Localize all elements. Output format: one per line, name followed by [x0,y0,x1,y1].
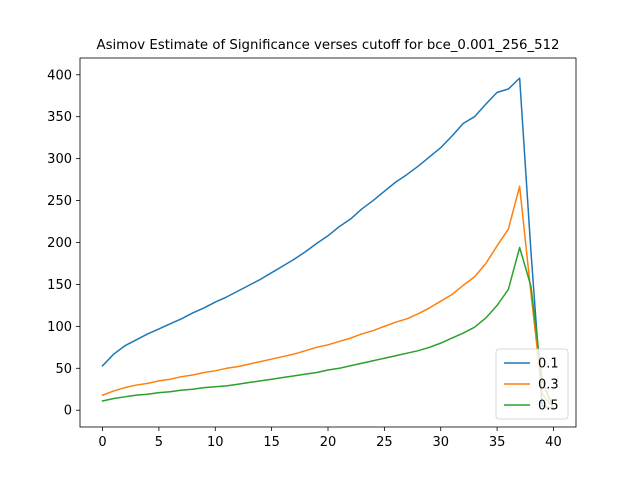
y-tick-label: 150 [47,278,72,293]
x-tick-label: 10 [207,435,224,450]
y-tick-label: 50 [55,362,72,377]
x-tick-label: 30 [432,435,449,450]
y-tick-label: 350 [47,110,72,125]
y-tick-label: 100 [47,320,72,335]
series-line-0.3 [101,185,555,410]
x-tick-label: 5 [155,435,163,450]
y-tick-label: 400 [47,68,72,83]
legend-box [495,348,569,420]
x-tick-label: 40 [545,435,562,450]
series-line-0.5 [101,246,555,410]
legend-label-0.5: 0.5 [538,399,559,414]
y-tick-label: 200 [47,236,72,251]
y-tick-label: 0 [64,404,72,419]
x-tick-label: 35 [489,435,506,450]
x-tick-label: 15 [263,435,280,450]
chart-title: Asimov Estimate of Significance verses c… [96,38,559,53]
y-tick-label: 250 [47,194,72,209]
legend-label-0.3: 0.3 [538,378,559,393]
x-tick-label: 0 [98,435,106,450]
legend: 0.1 0.3 0.5 [495,348,569,420]
series-line-0.1 [101,77,555,410]
x-tick-label: 25 [376,435,393,450]
legend-label-0.1: 0.1 [538,357,559,372]
series-layer [101,77,555,410]
x-tick-label: 20 [320,435,337,450]
y-tick-label: 300 [47,152,72,167]
